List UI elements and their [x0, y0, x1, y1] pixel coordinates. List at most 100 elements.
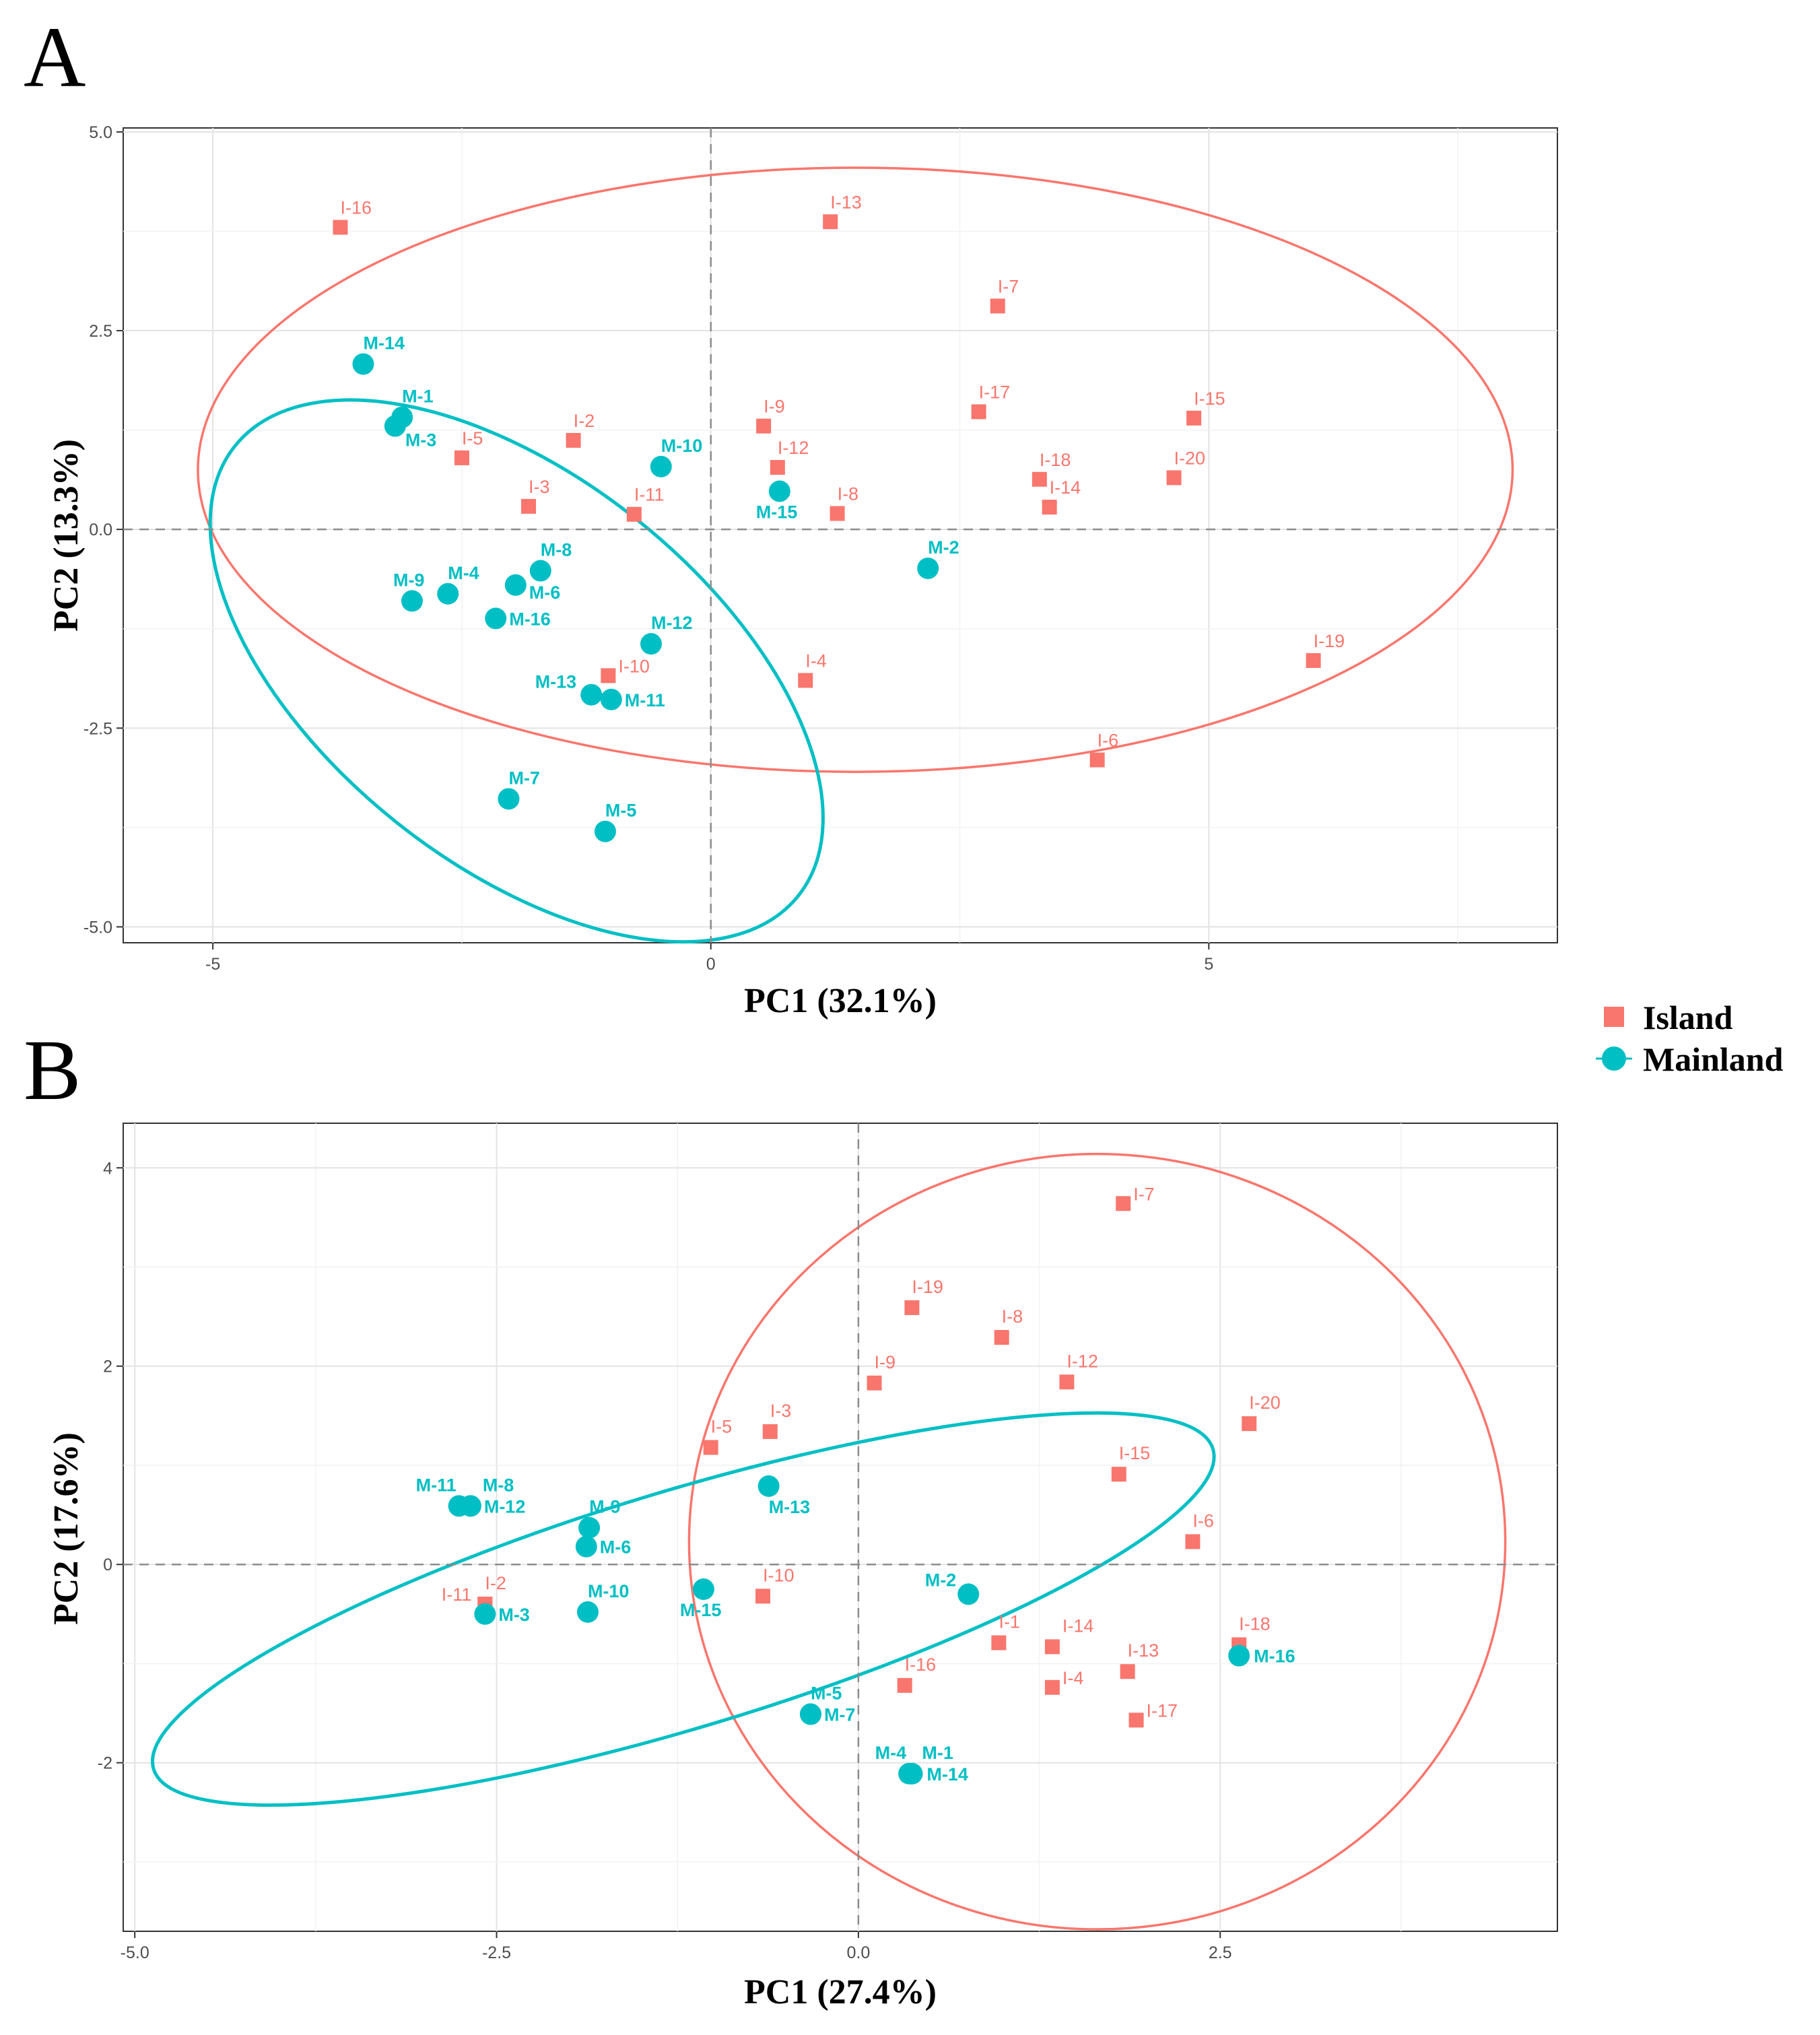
island-point: [990, 298, 1005, 314]
mainland-point: [799, 1703, 821, 1725]
island-point: [1111, 1467, 1126, 1482]
legend-island-label: Island: [1643, 999, 1733, 1036]
point-label: I-9: [764, 397, 785, 417]
point-label: I-10: [618, 656, 650, 676]
mainland-point: [957, 1583, 980, 1605]
point-label: I-3: [770, 1401, 792, 1421]
island-point: [1306, 653, 1321, 668]
point-label: I-8: [1002, 1306, 1023, 1327]
point-label: M-15: [680, 1600, 722, 1620]
x-tick-label: -5: [205, 955, 220, 974]
point-label: I-1: [999, 1612, 1020, 1632]
point-label: M-8: [483, 1475, 514, 1495]
point-label: I-8: [838, 484, 859, 504]
island-point: [1032, 471, 1047, 487]
island-point: [1042, 500, 1057, 515]
point-label: M-15: [756, 502, 798, 522]
island-point: [1185, 1534, 1201, 1549]
point-label: I-14: [1063, 1615, 1094, 1636]
point-label: I-4: [1063, 1668, 1084, 1688]
y-tick-label: 0.0: [89, 521, 112, 539]
panel-b-marks: I-1 I-2 I-3 I-4 I-5 I-6 I-7 I-8 I-9 I-10 I-11 I-12 I…: [416, 1184, 1295, 1784]
island-point: [566, 432, 581, 448]
mainland-point: [1228, 1644, 1250, 1667]
point-label: M-12: [484, 1496, 526, 1516]
y-tick-label: -5.0: [83, 918, 112, 937]
y-tick-label: 5.0: [89, 123, 112, 142]
panel-b-y-ticks: -2 0 2 4: [98, 1159, 123, 1773]
point-label: I-5: [462, 428, 483, 448]
island-point: [1166, 470, 1182, 486]
x-tick-label: 0.0: [846, 1943, 870, 1962]
point-label: I-9: [875, 1352, 896, 1372]
mainland-point: [757, 1475, 780, 1497]
mainland-point: [580, 683, 603, 706]
y-tick-label: 2.5: [89, 322, 112, 341]
legend-mainland-label: Mainland: [1643, 1040, 1784, 1078]
point-label: I-10: [763, 1565, 795, 1585]
x-tick-label: 2.5: [1209, 1943, 1232, 1962]
point-label: I-2: [485, 1573, 506, 1593]
island-point: [755, 1589, 771, 1604]
point-label: M-2: [928, 537, 959, 558]
island-point: [867, 1375, 882, 1391]
island-point: [1059, 1374, 1075, 1390]
panel-b-grid: [123, 1123, 1557, 1931]
point-label: I-12: [1067, 1351, 1098, 1371]
island-point: [454, 450, 469, 465]
x-tick-label: 0: [706, 955, 716, 974]
point-label: M-7: [508, 768, 540, 788]
mainland-point: [576, 1601, 599, 1623]
legend-island-icon: [1604, 1007, 1624, 1027]
mainland-point: [485, 607, 507, 630]
y-tick-label: -2: [98, 1754, 112, 1773]
island-point: [770, 460, 785, 475]
island-point: [333, 220, 348, 235]
mainland-point: [901, 1762, 923, 1784]
point-label: M-11: [625, 690, 665, 710]
panel-a-marks: I-2 I-3 I-4 I-5 I-6 I-7 I-8 I-9 I-10 I-11 I-12 I-13…: [333, 192, 1345, 842]
point-label: M-4: [448, 563, 479, 583]
legend-mainland-icon: [1602, 1046, 1626, 1071]
point-label: I-5: [711, 1416, 733, 1436]
island-point: [1089, 752, 1105, 768]
point-label: I-13: [1128, 1640, 1159, 1661]
island-point: [904, 1300, 920, 1315]
mainland-point: [498, 788, 520, 810]
point-label: I-11: [634, 485, 665, 505]
island-point: [703, 1440, 718, 1455]
y-tick-label: -2.5: [83, 719, 112, 738]
mainland-point: [650, 455, 672, 477]
panel-a-x-ticks: -5 0 5: [205, 943, 1213, 974]
panel-a-grid: [123, 128, 1557, 943]
point-label: M-2: [925, 1570, 957, 1590]
island-point: [626, 506, 642, 522]
panel-a-x-axis-title: PC1 (32.1%): [744, 982, 937, 1020]
point-label: M-8: [541, 540, 572, 560]
panel-letter-a: A: [24, 9, 86, 105]
point-label: M-1: [922, 1743, 953, 1763]
x-tick-label: 5: [1204, 955, 1213, 974]
island-point: [762, 1424, 778, 1439]
panel-b-chart: I-1 I-2 I-3 I-4 I-5 I-6 I-7 I-8 I-9 I-10 I-11 I-12 I…: [47, 1123, 1558, 2011]
island-point: [1116, 1196, 1131, 1211]
point-label: M-12: [651, 613, 693, 633]
point-label: I-2: [574, 411, 595, 431]
point-label: M-7: [824, 1705, 856, 1725]
point-label: M-16: [509, 609, 551, 629]
panel-b-y-axis-title: PC2 (17.6%): [47, 1432, 86, 1625]
point-label: I-14: [1050, 477, 1081, 498]
mainland-point: [575, 1535, 597, 1558]
point-label: I-16: [340, 198, 372, 218]
point-label: M-10: [588, 1581, 630, 1601]
point-label: M-6: [600, 1537, 632, 1558]
island-point: [521, 498, 537, 514]
point-label: M-13: [535, 672, 577, 692]
island-ellipse: [197, 166, 1514, 773]
y-tick-label: 4: [103, 1159, 112, 1178]
point-label: I-18: [1239, 1613, 1271, 1634]
mainland-point: [529, 560, 551, 582]
mainland-point: [474, 1603, 496, 1625]
mainland-point: [600, 688, 622, 710]
